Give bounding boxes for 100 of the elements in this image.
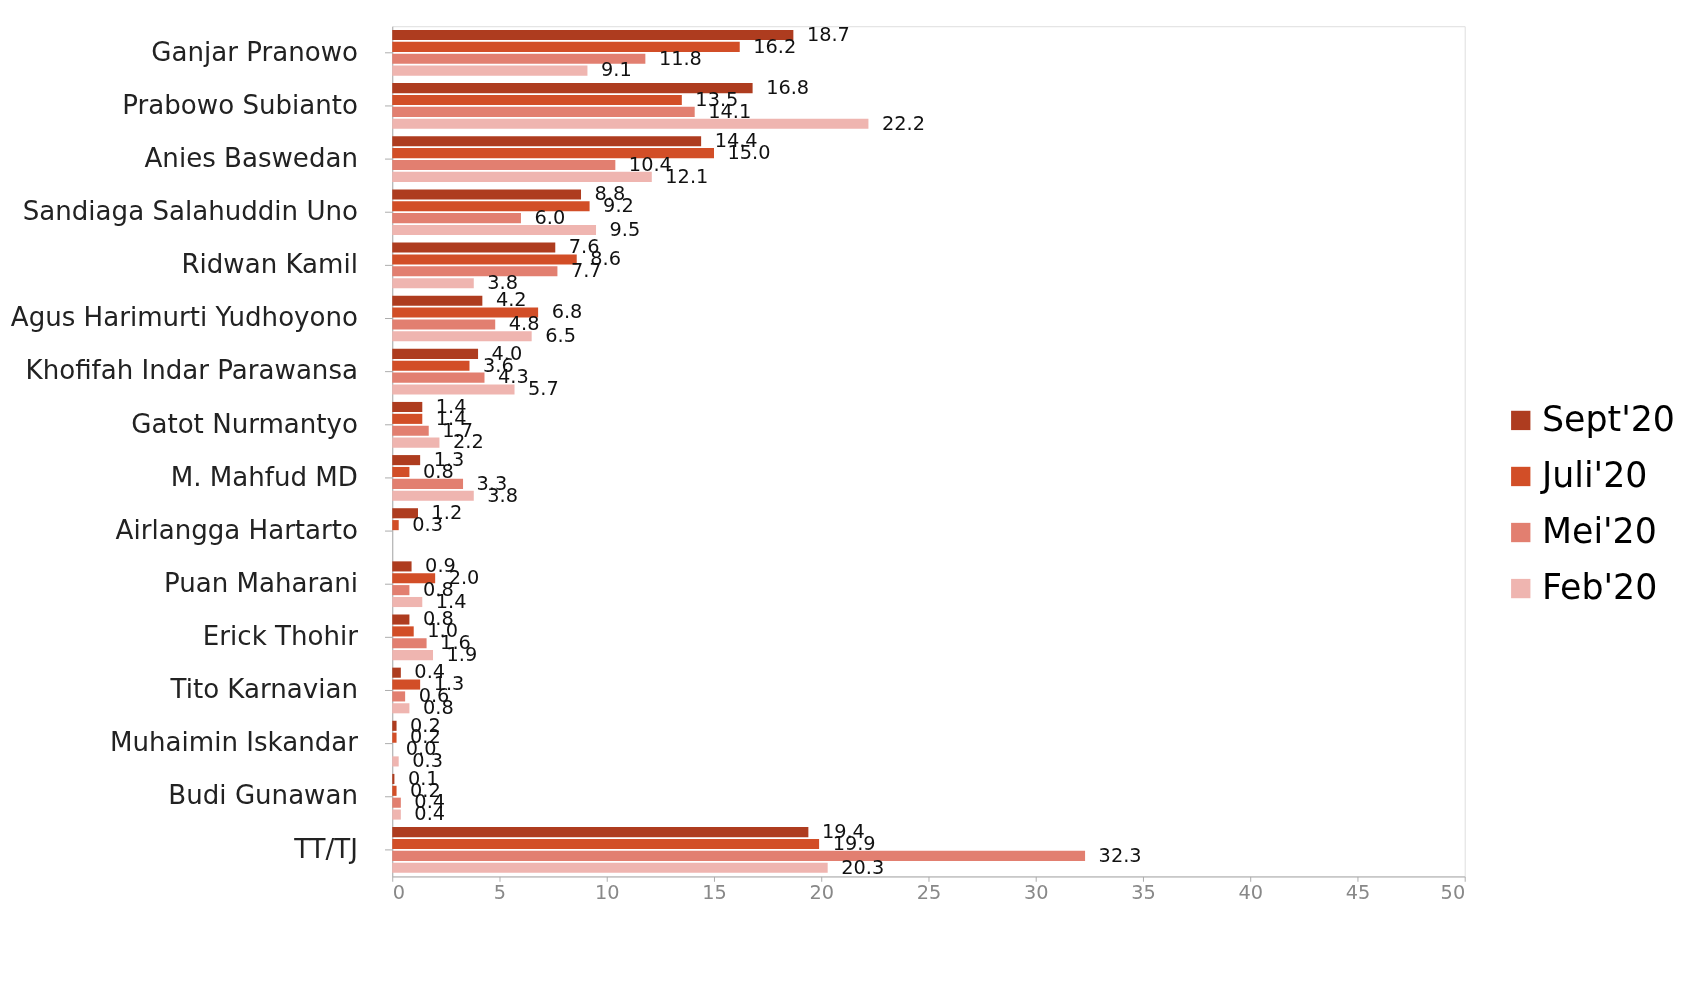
bar xyxy=(392,573,436,584)
y-tick-label: Tito Karnavian xyxy=(169,674,358,705)
bar xyxy=(392,720,397,731)
bar xyxy=(392,703,410,714)
bar xyxy=(392,148,714,159)
data-label: 20.3 xyxy=(841,855,885,879)
y-tick-label: Ridwan Kamil xyxy=(181,249,358,280)
data-label: 9.5 xyxy=(609,217,641,241)
bar xyxy=(392,266,558,277)
data-label: 16.8 xyxy=(766,75,810,99)
y-tick-label: Budi Gunawan xyxy=(168,780,358,811)
data-label: 6.0 xyxy=(534,205,566,229)
bar xyxy=(392,862,828,873)
data-label: 22.2 xyxy=(881,111,925,135)
bar xyxy=(392,224,597,236)
bar xyxy=(392,561,412,572)
bar xyxy=(392,732,397,743)
x-tick-label: 40 xyxy=(1238,881,1263,905)
bar xyxy=(392,372,485,383)
x-tick-label: 0 xyxy=(392,881,406,905)
data-label: 16.2 xyxy=(753,34,797,58)
data-label: 11.8 xyxy=(658,46,702,70)
bar xyxy=(392,295,483,306)
x-tick-label: 35 xyxy=(1131,881,1156,905)
bar xyxy=(392,626,414,637)
data-label: 18.7 xyxy=(806,22,850,46)
y-tick-label: Agus Harimurti Yudhoyono xyxy=(10,302,358,333)
x-tick-label: 25 xyxy=(916,881,942,905)
bar xyxy=(392,585,410,596)
data-label: 6.8 xyxy=(551,300,583,324)
x-tick-label: 15 xyxy=(702,881,727,905)
bar xyxy=(392,319,496,330)
bar xyxy=(392,614,410,625)
x-tick-label: 10 xyxy=(594,881,620,905)
bar xyxy=(392,425,429,436)
bar xyxy=(392,490,474,501)
bar xyxy=(392,189,582,200)
x-tick-label: 45 xyxy=(1345,881,1371,905)
y-tick-label: Erick Thohir xyxy=(202,621,359,652)
x-tick-label: 5 xyxy=(493,881,507,905)
bar xyxy=(392,827,809,838)
bar xyxy=(392,691,406,702)
bar xyxy=(392,136,702,147)
bar xyxy=(392,773,395,784)
y-tick-label: Sandiaga Salahuddin Uno xyxy=(22,195,358,226)
bar xyxy=(392,667,401,678)
bar xyxy=(392,94,682,106)
bar xyxy=(392,331,532,342)
data-label: 4.2 xyxy=(495,288,527,312)
bar xyxy=(392,650,434,661)
bar xyxy=(392,360,470,371)
bar xyxy=(392,278,474,289)
bar xyxy=(392,520,399,531)
bar xyxy=(392,307,539,318)
bar xyxy=(392,413,423,424)
bar xyxy=(392,53,646,64)
x-tick-label: 20 xyxy=(809,881,835,905)
data-label: 4.8 xyxy=(508,312,540,336)
bar xyxy=(392,106,695,117)
bar xyxy=(392,65,588,76)
bar xyxy=(392,201,590,212)
bar xyxy=(392,508,418,519)
bar xyxy=(392,242,556,253)
legend-label: Mei'20 xyxy=(1542,511,1657,552)
y-tick-label: M. Mahfud MD xyxy=(170,461,358,492)
bar xyxy=(392,797,401,808)
bar xyxy=(392,213,521,224)
y-tick-label: Airlangga Hartarto xyxy=(115,514,358,545)
bar xyxy=(392,838,820,850)
bar xyxy=(392,596,423,608)
data-label: 9.1 xyxy=(600,58,632,82)
bar xyxy=(392,679,421,690)
y-tick-label: TT/TJ xyxy=(293,833,358,864)
bar xyxy=(392,401,423,413)
y-tick-label: Khofifah Indar Parawansa xyxy=(25,355,358,386)
bar xyxy=(392,638,427,649)
bar xyxy=(392,756,399,767)
y-tick-label: Puan Maharani xyxy=(163,567,358,598)
y-tick-label: Anies Baswedan xyxy=(144,142,358,173)
bar xyxy=(392,348,479,359)
bar xyxy=(392,478,464,489)
data-label: 32.3 xyxy=(1098,843,1142,867)
bar xyxy=(392,254,577,265)
bar xyxy=(392,29,794,41)
data-label: 6.5 xyxy=(545,324,576,348)
x-tick-label: 50 xyxy=(1440,881,1466,905)
y-tick-label: Muhaimin Iskandar xyxy=(110,727,359,758)
bar xyxy=(392,159,616,171)
bar xyxy=(392,384,515,395)
legend-label: Feb'20 xyxy=(1542,567,1658,608)
y-tick-label: Gatot Nurmantyo xyxy=(131,408,358,439)
bar xyxy=(392,785,397,796)
bar xyxy=(392,118,869,129)
bar xyxy=(392,83,753,94)
bar xyxy=(392,466,410,478)
bar xyxy=(392,171,652,182)
y-tick-label: Ganjar Pranowo xyxy=(151,36,358,67)
legend-label: Sept'20 xyxy=(1542,399,1675,440)
bar xyxy=(392,809,401,820)
y-tick-label: Prabowo Subianto xyxy=(122,89,358,120)
